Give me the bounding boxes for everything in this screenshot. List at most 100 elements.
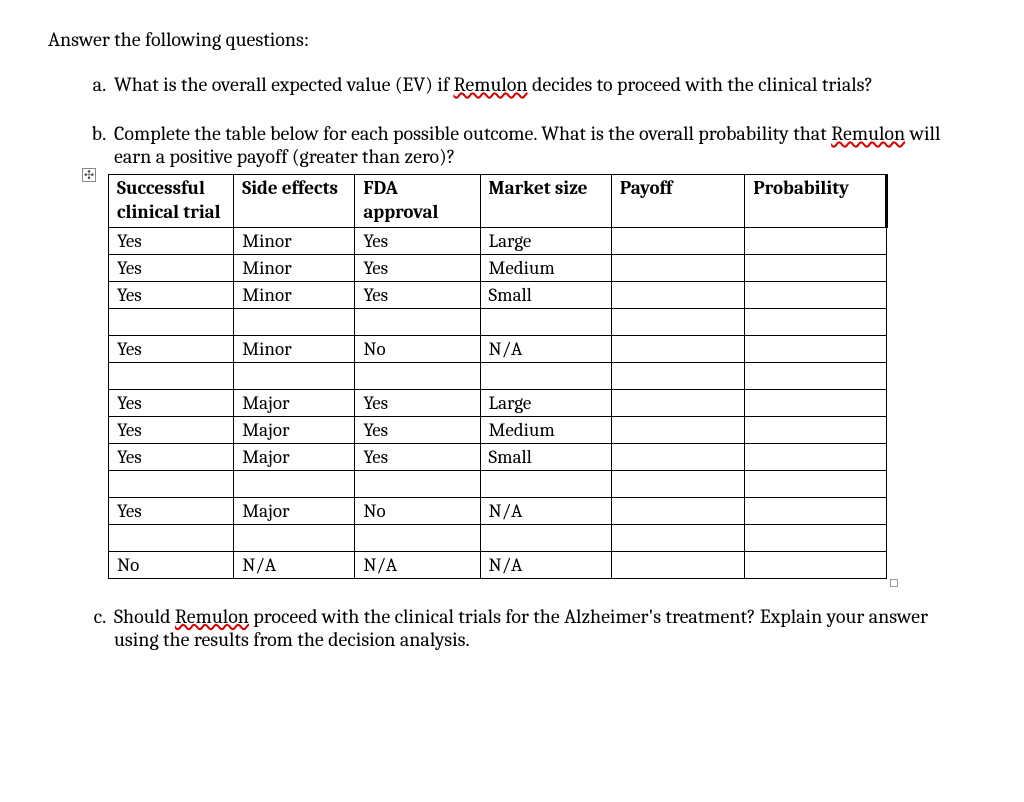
table-cell: Large: [480, 389, 611, 416]
table-cell: Minor: [234, 227, 355, 254]
table-cell: Yes: [355, 227, 480, 254]
table-cell: Large: [480, 227, 611, 254]
table-cell: [611, 389, 744, 416]
table-cell: [611, 335, 744, 362]
table-cell: Small: [480, 281, 611, 308]
table-row: YesMajorNoN/A: [109, 497, 887, 524]
table-cell: No: [355, 335, 480, 362]
table-cell: [611, 497, 744, 524]
table-row: [109, 362, 887, 389]
table-cell: Small: [480, 443, 611, 470]
table-cell: [355, 470, 480, 497]
table-row: [109, 470, 887, 497]
table-cell: Major: [234, 443, 355, 470]
table-resize-handle-icon[interactable]: [890, 579, 898, 587]
outcomes-table: Successful clinical trial Side effects F…: [108, 174, 888, 579]
table-cell: [109, 362, 234, 389]
table-cell: [355, 308, 480, 335]
table-cell: Yes: [109, 335, 234, 362]
table-cell: Yes: [355, 281, 480, 308]
col-payoff: Payoff: [611, 175, 744, 228]
question-b: Complete the table below for each possib…: [110, 122, 976, 579]
table-row: YesMinorYesMedium: [109, 254, 887, 281]
table-cell: [745, 308, 887, 335]
table-cell: Minor: [234, 335, 355, 362]
table-cell: [109, 470, 234, 497]
table-cell: Minor: [234, 281, 355, 308]
table-cell: [745, 335, 887, 362]
table-row: YesMinorYesLarge: [109, 227, 887, 254]
table-cell: [611, 470, 744, 497]
table-cell: [109, 308, 234, 335]
table-cell: [234, 470, 355, 497]
col-fda-approval: FDA approval: [355, 175, 480, 228]
table-cell: [745, 470, 887, 497]
table-header-row: Successful clinical trial Side effects F…: [109, 175, 887, 228]
question-c: Should Remulon proceed with the clinical…: [110, 605, 976, 651]
table-cell: [355, 362, 480, 389]
table-cell: Yes: [109, 254, 234, 281]
table-cell: [480, 362, 611, 389]
col-probability: Probability: [745, 175, 887, 228]
table-cell: Yes: [109, 281, 234, 308]
table-cell: Yes: [109, 389, 234, 416]
col-successful: Successful clinical trial: [109, 175, 234, 228]
table-row: NoN/AN/AN/A: [109, 551, 887, 578]
table-cell: [745, 524, 887, 551]
spellcheck-word: Remulon: [453, 73, 527, 96]
table-cell: [745, 254, 887, 281]
table-cell: N/A: [480, 335, 611, 362]
table-cell: [611, 443, 744, 470]
table-cell: [745, 281, 887, 308]
table-row: [109, 524, 887, 551]
table-cell: Medium: [480, 416, 611, 443]
table-cell: [611, 227, 744, 254]
question-a-pre: What is the overall expected value (EV) …: [114, 73, 453, 96]
question-c-pre: Should: [114, 605, 175, 628]
table-cell: Yes: [109, 227, 234, 254]
table-cell: [611, 254, 744, 281]
table-cell: Yes: [109, 443, 234, 470]
table-cell: [234, 524, 355, 551]
table-cell: Major: [234, 497, 355, 524]
table-cell: N/A: [234, 551, 355, 578]
table-cell: [745, 227, 887, 254]
spellcheck-word: Remulon: [831, 122, 905, 145]
question-b-pre: Complete the table below for each possib…: [114, 122, 831, 145]
table-cell: [745, 497, 887, 524]
table-cell: Minor: [234, 254, 355, 281]
table-row: YesMajorYesMedium: [109, 416, 887, 443]
table-row: YesMajorYesSmall: [109, 443, 887, 470]
table-cell: Medium: [480, 254, 611, 281]
table-row: [109, 308, 887, 335]
table-cell: [234, 308, 355, 335]
table-row: YesMinorYesSmall: [109, 281, 887, 308]
table-cell: [480, 524, 611, 551]
table-cell: [611, 416, 744, 443]
col-side-effects: Side effects: [234, 175, 355, 228]
table-row: YesMinorNoN/A: [109, 335, 887, 362]
table-cell: No: [355, 497, 480, 524]
table-cell: No: [109, 551, 234, 578]
table-cell: [611, 524, 744, 551]
question-a-post: decides to proceed with the clinical tri…: [528, 73, 873, 96]
table-cell: [745, 362, 887, 389]
table-cell: Major: [234, 389, 355, 416]
table-cell: [611, 281, 744, 308]
table-anchor-wrap: ✣ Successful clinical trial Side effects…: [86, 174, 976, 579]
table-cell: [234, 362, 355, 389]
table-cell: N/A: [480, 497, 611, 524]
table-cell: [745, 443, 887, 470]
question-list: What is the overall expected value (EV) …: [48, 73, 976, 651]
table-cell: [109, 524, 234, 551]
table-cell: [745, 416, 887, 443]
table-cell: Yes: [109, 416, 234, 443]
table-cell: [611, 551, 744, 578]
table-body: YesMinorYesLargeYesMinorYesMediumYesMino…: [109, 227, 887, 578]
intro-text: Answer the following questions:: [48, 28, 976, 51]
table-cell: [745, 389, 887, 416]
table-cell: [611, 362, 744, 389]
table-cell: [745, 551, 887, 578]
table-row: YesMajorYesLarge: [109, 389, 887, 416]
table-wrap: Successful clinical trial Side effects F…: [86, 174, 888, 579]
